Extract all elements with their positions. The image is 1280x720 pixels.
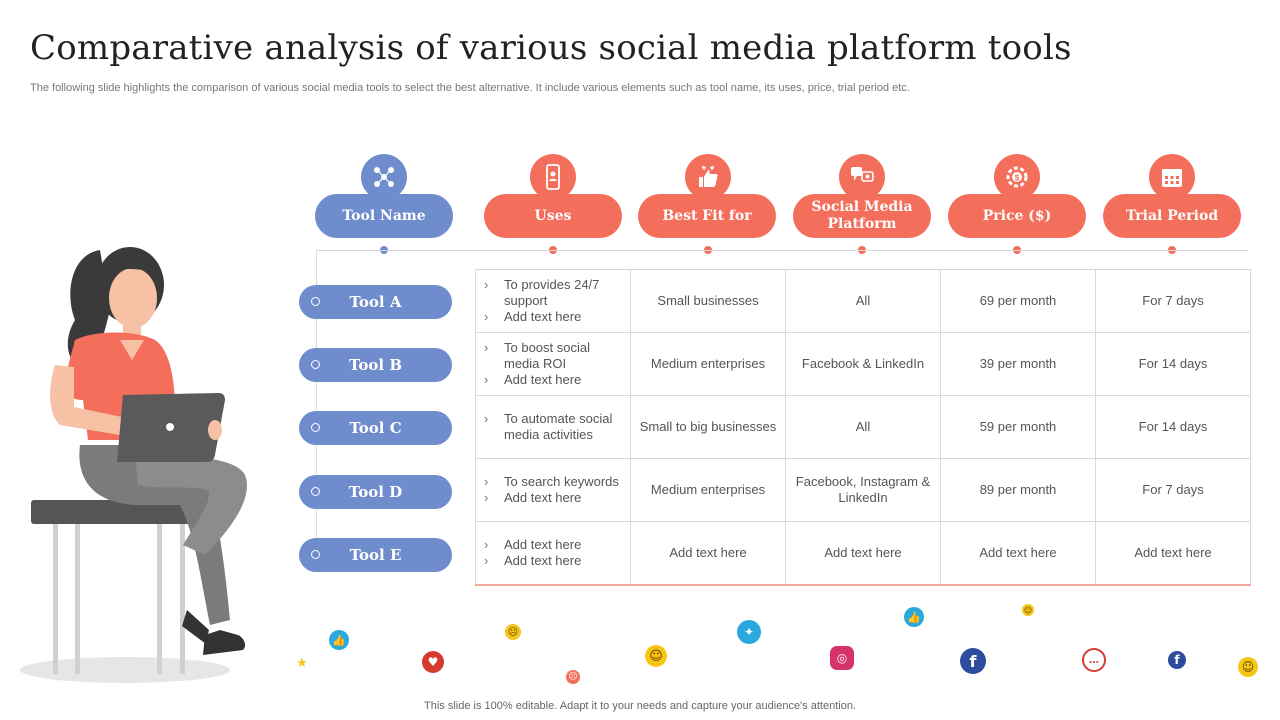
tool-pill: Tool A: [299, 285, 452, 319]
platform-cell: Facebook & LinkedIn: [785, 332, 941, 396]
table-row: › To search keywords › Add text here Mediu…: [475, 458, 1251, 522]
star-icon: ★: [296, 655, 308, 671]
price-cell: Add text here: [940, 521, 1096, 586]
trial-cell: For 7 days: [1095, 458, 1251, 522]
page-title: Comparative analysis of various social m…: [30, 28, 1072, 68]
header-social-media-platform: Social Media Platform: [793, 194, 931, 238]
header-trial-period: Trial Period: [1103, 194, 1241, 238]
chat-icon: …: [1082, 648, 1106, 672]
tool-pill: Tool B: [299, 348, 452, 382]
table-row: › To automate social media activities Sma…: [475, 395, 1251, 459]
uses-cell: › Add text here › Add text here: [475, 521, 631, 586]
uses-cell: › To automate social media activities: [475, 395, 631, 459]
table-row: › To provides 24/7 support › Add text here…: [475, 269, 1251, 333]
social-chat-icon: [839, 154, 885, 200]
header-tool-name: Tool Name: [315, 194, 453, 238]
angry-emoji-icon: ☹: [505, 624, 521, 640]
instagram-icon: ◎: [830, 646, 854, 670]
trial-cell: Add text here: [1095, 521, 1251, 586]
trial-cell: For 14 days: [1095, 395, 1251, 459]
laughing-emoji-icon: ☺: [645, 645, 667, 667]
page-subtitle: The following slide highlights the compa…: [30, 82, 910, 94]
facebook-icon: f: [1168, 651, 1186, 669]
best-fit-cell: Add text here: [630, 521, 786, 586]
footer-note: This slide is 100% editable. Adapt it to…: [424, 700, 856, 712]
connector-line: [316, 250, 317, 556]
price-cell: 59 per month: [940, 395, 1096, 459]
uses-cell: › To provides 24/7 support › Add text here: [475, 269, 631, 333]
header-uses: Uses: [484, 194, 622, 238]
platform-cell: Facebook, Instagram & LinkedIn: [785, 458, 941, 522]
price-cell: 39 per month: [940, 332, 1096, 396]
people-network-icon: [361, 154, 407, 200]
header-best-fit: Best Fit for: [638, 194, 776, 238]
like-icon: 👍: [329, 630, 349, 650]
tool-pill: Tool E: [299, 538, 452, 572]
best-fit-cell: Small businesses: [630, 269, 786, 333]
svg-text:★ ★: ★ ★: [701, 164, 716, 172]
uses-cell: › To search keywords › Add text here: [475, 458, 631, 522]
trial-cell: For 14 days: [1095, 332, 1251, 396]
tool-pill: Tool C: [299, 411, 452, 445]
calendar-icon: [1149, 154, 1195, 200]
mobile-user-icon: [530, 154, 576, 200]
gear-dollar-icon: $: [994, 154, 1040, 200]
svg-text:$: $: [1015, 174, 1020, 183]
platform-cell: All: [785, 395, 941, 459]
best-fit-cell: Medium enterprises: [630, 458, 786, 522]
best-fit-cell: Medium enterprises: [630, 332, 786, 396]
laughing-emoji-icon: ☺: [1238, 657, 1258, 677]
uses-cell: › To boost social media ROI › Add text her…: [475, 332, 631, 396]
heart-icon: ♥: [422, 651, 444, 673]
woman-laptop-illustration: [20, 247, 247, 683]
table-row: › Add text here › Add text here Add text h…: [475, 521, 1251, 586]
tool-pill: Tool D: [299, 475, 452, 509]
connector-line: [316, 250, 1249, 251]
best-fit-cell: Small to big businesses: [630, 395, 786, 459]
thumbs-up-stars-icon: ★ ★: [685, 154, 731, 200]
platform-cell: All: [785, 269, 941, 333]
price-cell: 69 per month: [940, 269, 1096, 333]
header-price: Price ($): [948, 194, 1086, 238]
price-cell: 89 per month: [940, 458, 1096, 522]
laughing-emoji-icon: ☺: [1022, 604, 1034, 616]
table-row: › To boost social media ROI › Add text her…: [475, 332, 1251, 396]
comparison-table: › To provides 24/7 support › Add text here…: [475, 269, 1251, 586]
platform-cell: Add text here: [785, 521, 941, 586]
facebook-icon: f: [960, 648, 986, 674]
angry-emoji-icon: ☹: [566, 670, 580, 684]
twitter-icon: ✦: [737, 620, 761, 644]
like-icon: 👍: [904, 607, 924, 627]
trial-cell: For 7 days: [1095, 269, 1251, 333]
